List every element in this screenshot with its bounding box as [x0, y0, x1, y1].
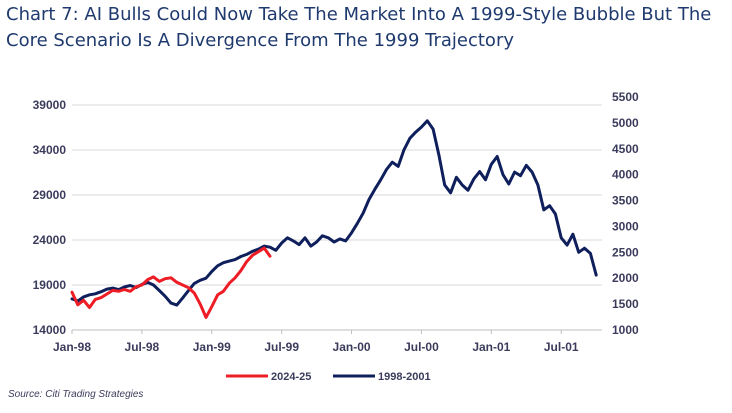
gridlines [72, 104, 602, 331]
right-tick-label: 1500 [612, 297, 639, 311]
legend-label: 2024-25 [271, 371, 311, 383]
right-tick-label: 2500 [612, 245, 639, 259]
left-tick-label: 14000 [33, 323, 67, 337]
left-tick-label: 19000 [33, 278, 67, 292]
right-tick-label: 5000 [612, 116, 639, 130]
right-tick-label: 1000 [612, 323, 639, 337]
chart-title: Chart 7: AI Bulls Could Now Take The Mar… [6, 2, 728, 54]
series-line-2024-25 [70, 246, 272, 319]
right-tick-label: 4000 [612, 168, 639, 182]
source-note: Source: Citi Trading Strategies [8, 389, 144, 400]
x-tick-label: Jul-01 [544, 340, 579, 354]
right-tick-label: 3000 [612, 219, 639, 233]
x-axis: Jan-98 Jul-98 Jan-99 Jul-99 Jan-00 Jul-00 Jan-… [53, 329, 602, 354]
right-tick-label: 5500 [612, 90, 639, 104]
right-axis: 1000 1500 2000 2500 3000 3500 4000 4500 5000 5500 [612, 90, 639, 337]
legend-label: 1998-2001 [378, 371, 431, 383]
legend: 2024-25 1998-2001 [226, 371, 431, 383]
left-tick-label: 29000 [33, 188, 67, 202]
x-tick-label: Jul-98 [125, 340, 160, 354]
chart-title-line-1: Chart 7: AI Bulls Could Now Take The Mar… [6, 4, 712, 25]
right-tick-label: 2000 [612, 271, 639, 285]
right-tick-label: 3500 [612, 194, 639, 208]
left-tick-label: 34000 [33, 143, 67, 157]
series-line-1998-2001 [70, 119, 598, 307]
left-tick-label: 39000 [33, 98, 67, 112]
x-tick-label: Jan-01 [472, 340, 510, 354]
right-tick-label: 4500 [612, 142, 639, 156]
x-tick-label: Jul-99 [264, 340, 299, 354]
left-axis: 14000 19000 24000 29000 34000 39000 [33, 98, 67, 337]
x-tick-label: Jan-99 [193, 340, 231, 354]
x-tick-label: Jul-00 [404, 340, 439, 354]
chart-title-line-2: Core Scenario Is A Divergence From The 1… [6, 30, 514, 51]
x-tick-label: Jan-00 [333, 340, 371, 354]
left-tick-label: 24000 [33, 233, 67, 247]
series-layer [70, 119, 598, 319]
x-tick-label: Jan-98 [53, 340, 91, 354]
